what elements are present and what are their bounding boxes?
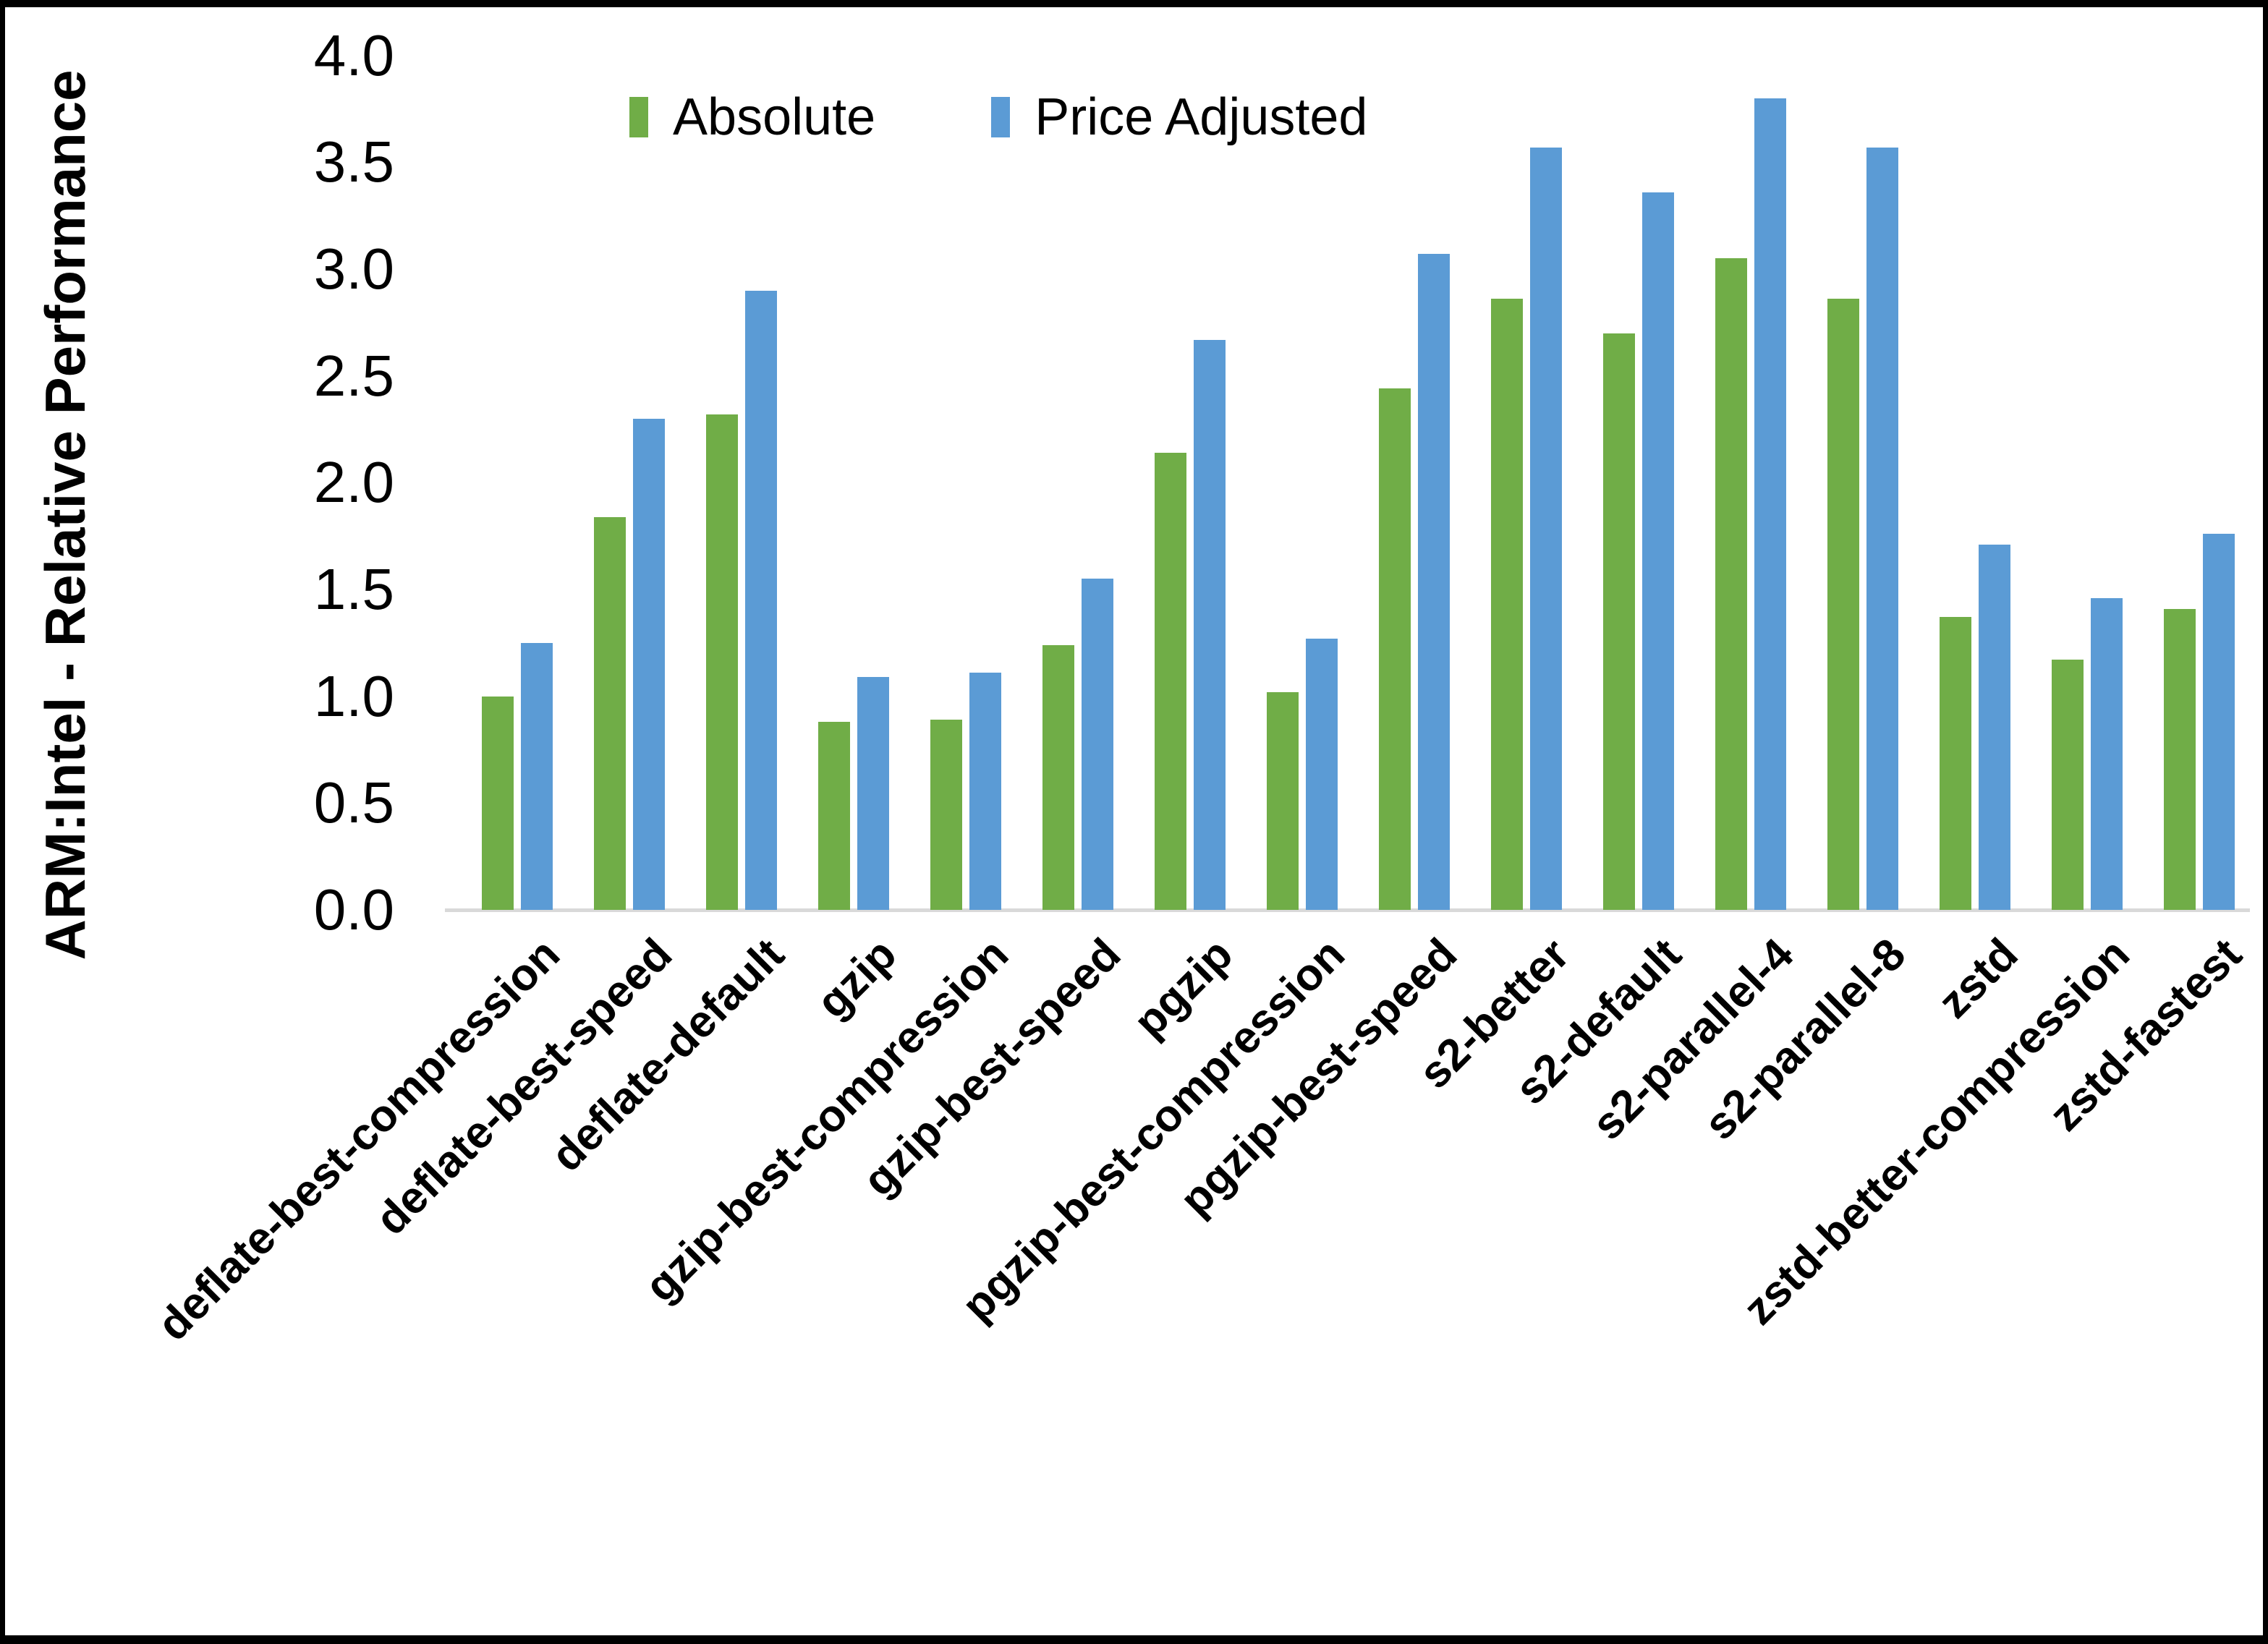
legend: Absolute Price Adjusted <box>629 88 1367 146</box>
bar-price-adjusted-zstd <box>1979 545 2010 910</box>
legend-swatch-absolute <box>629 97 648 137</box>
y-tick-label: 2.0 <box>313 450 394 515</box>
bar-absolute-zstd-fastest <box>2164 609 2196 910</box>
y-tick-label: 4.0 <box>313 22 394 88</box>
frame-border-top <box>0 0 2268 7</box>
frame-border-right <box>2263 0 2268 1644</box>
bar-absolute-s2-parallel-4 <box>1715 258 1747 910</box>
x-axis-line <box>445 908 2250 912</box>
bar-absolute-deflate-best-compression <box>482 697 514 910</box>
bar-price-adjusted-zstd-better-compression <box>2091 598 2123 910</box>
y-tick-label: 0.0 <box>313 877 394 942</box>
bar-price-adjusted-gzip-best-compression <box>969 673 1001 910</box>
bar-absolute-pgzip-best-speed <box>1379 388 1411 910</box>
bar-absolute-deflate-best-speed <box>594 517 626 910</box>
bar-price-adjusted-deflate-best-speed <box>633 419 665 910</box>
bar-price-adjusted-gzip <box>857 677 889 910</box>
bar-absolute-pgzip <box>1155 453 1186 910</box>
y-tick-label: 1.0 <box>313 663 394 728</box>
bar-price-adjusted-zstd-fastest <box>2203 534 2235 910</box>
bar-absolute-s2-default <box>1603 333 1635 910</box>
legend-swatch-price-adjusted <box>991 97 1011 137</box>
y-tick-label: 1.5 <box>313 557 394 622</box>
x-category-label-gzip: gzip <box>807 929 906 1028</box>
bar-absolute-s2-parallel-8 <box>1827 299 1859 910</box>
bar-price-adjusted-pgzip-best-compression <box>1306 639 1338 910</box>
legend-label-absolute: Absolute <box>673 88 876 146</box>
frame-border-left <box>0 0 5 1644</box>
y-tick-label: 2.5 <box>313 343 394 408</box>
bar-price-adjusted-gzip-best-speed <box>1082 579 1113 910</box>
bar-price-adjusted-pgzip <box>1194 340 1226 910</box>
bar-price-adjusted-s2-better <box>1530 148 1562 910</box>
bar-price-adjusted-pgzip-best-speed <box>1418 254 1450 910</box>
bar-absolute-gzip <box>818 722 850 910</box>
y-tick-label: 3.0 <box>313 237 394 302</box>
x-category-label-zstd: zstd <box>1928 929 2027 1028</box>
bar-absolute-zstd <box>1940 617 1971 910</box>
bar-absolute-gzip-best-compression <box>930 720 962 910</box>
legend-item-price-adjusted: Price Adjusted <box>991 88 1367 146</box>
bar-absolute-pgzip-best-compression <box>1267 692 1299 910</box>
bar-price-adjusted-deflate-default <box>745 291 777 910</box>
bar-absolute-gzip-best-speed <box>1042 645 1074 910</box>
bar-absolute-deflate-default <box>706 414 738 910</box>
bar-price-adjusted-s2-default <box>1642 192 1674 910</box>
bar-absolute-s2-better <box>1491 299 1523 910</box>
y-tick-label: 3.5 <box>313 129 394 195</box>
bar-price-adjusted-deflate-best-compression <box>521 643 553 910</box>
y-axis-title: ARM:Intel - Relative Performance <box>33 69 97 961</box>
bar-price-adjusted-s2-parallel-8 <box>1866 148 1898 910</box>
bar-absolute-zstd-better-compression <box>2052 660 2084 910</box>
legend-item-absolute: Absolute <box>629 88 875 146</box>
legend-label-price-adjusted: Price Adjusted <box>1035 88 1368 146</box>
bar-price-adjusted-s2-parallel-4 <box>1754 98 1786 910</box>
frame-border-bottom <box>0 1635 2268 1644</box>
y-tick-label: 0.5 <box>313 770 394 835</box>
